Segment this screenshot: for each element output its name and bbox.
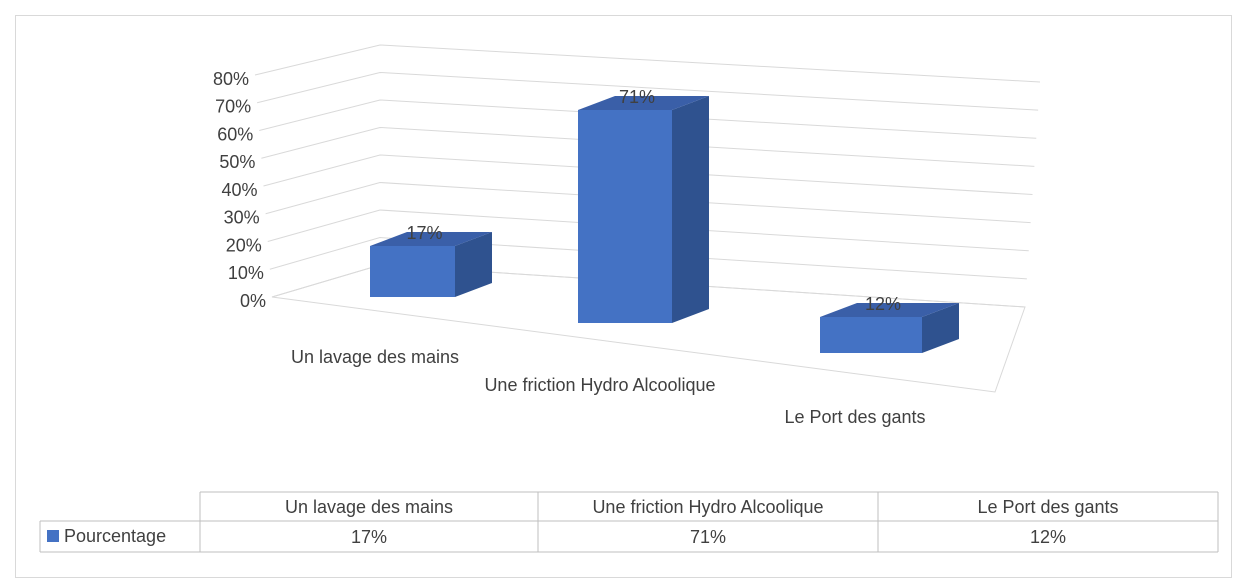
grid-line: [257, 71, 1039, 111]
data-label: 71%: [619, 87, 655, 107]
grid-line: [267, 209, 1029, 252]
x-tick-label: Le Port des gants: [784, 407, 926, 427]
grid-line: [259, 99, 1037, 139]
legend-label: Pourcentage: [64, 526, 166, 546]
bar-side: [672, 96, 709, 323]
y-tick-label: 40%: [221, 180, 257, 200]
y-tick-label: 50%: [219, 152, 255, 172]
bar: [578, 110, 672, 323]
table-cell: 71%: [690, 527, 726, 547]
y-tick-label: 70%: [215, 97, 251, 117]
table-cell: 12%: [1030, 527, 1066, 547]
y-tick-label: 0%: [240, 291, 266, 311]
table-header: Le Port des gants: [977, 497, 1118, 517]
x-tick-label: Un lavage des mains: [290, 347, 460, 367]
grid-line: [269, 236, 1027, 280]
bar-side: [455, 232, 492, 297]
x-tick-label: Une friction Hydro Alcoolique: [484, 375, 716, 395]
table-header: Un lavage des mains: [285, 497, 453, 517]
chart-border: [15, 15, 1232, 578]
bar-top: [578, 96, 709, 110]
data-label: 17%: [406, 223, 442, 243]
table-header: Une friction Hydro Alcoolique: [592, 497, 823, 517]
bar: [370, 246, 455, 297]
grid-line: [254, 44, 1041, 83]
grid-line: [263, 154, 1033, 195]
y-tick-label: 30%: [224, 208, 260, 228]
bar-top: [820, 303, 959, 317]
bar: [820, 317, 922, 353]
y-tick-label: 20%: [226, 235, 262, 255]
y-tick-label: 10%: [228, 263, 264, 283]
grid-line: [261, 126, 1035, 167]
bar-top: [370, 232, 492, 246]
table-cell: 17%: [351, 527, 387, 547]
legend-swatch: [47, 530, 59, 542]
grid-line: [265, 181, 1031, 224]
data-label: 12%: [865, 294, 901, 314]
bar-side: [922, 303, 959, 353]
y-tick-label: 80%: [213, 69, 249, 89]
y-tick-label: 60%: [217, 124, 253, 144]
